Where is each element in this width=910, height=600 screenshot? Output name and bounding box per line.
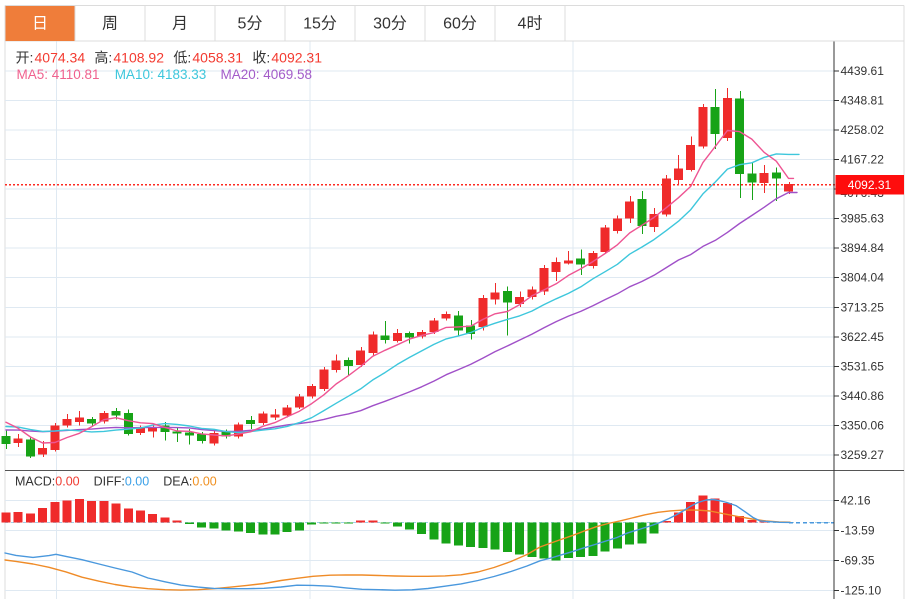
svg-text:3985.63: 3985.63: [841, 212, 885, 226]
svg-text:低:: 低:: [173, 50, 191, 66]
svg-text:4时: 4时: [518, 15, 543, 33]
svg-text:4167.22: 4167.22: [841, 152, 885, 166]
svg-text:月: 月: [172, 16, 188, 33]
svg-text:42.16: 42.16: [841, 494, 871, 508]
svg-text:3350.06: 3350.06: [841, 419, 885, 433]
svg-text:3622.45: 3622.45: [841, 330, 885, 344]
svg-text:3804.04: 3804.04: [841, 271, 885, 285]
svg-text:周: 周: [102, 16, 118, 33]
svg-text:4074.34: 4074.34: [35, 50, 86, 66]
svg-text:MA20: 4069.58: MA20: 4069.58: [221, 67, 313, 82]
svg-text:收:: 收:: [252, 50, 270, 66]
svg-text:4058.31: 4058.31: [192, 50, 243, 66]
svg-text:4439.61: 4439.61: [841, 64, 885, 78]
svg-text:4092.31: 4092.31: [848, 178, 892, 192]
svg-text:3440.86: 3440.86: [841, 389, 885, 403]
svg-text:-69.35: -69.35: [841, 554, 875, 568]
svg-text:3531.65: 3531.65: [841, 359, 885, 373]
svg-text:5分: 5分: [238, 15, 263, 33]
svg-text:-13.59: -13.59: [841, 524, 875, 538]
svg-text:15分: 15分: [303, 15, 337, 33]
svg-text:4258.02: 4258.02: [841, 123, 885, 137]
svg-text:高:: 高:: [94, 50, 112, 66]
svg-text:4348.81: 4348.81: [841, 93, 885, 107]
svg-text:3713.25: 3713.25: [841, 300, 885, 314]
svg-text:-125.10: -125.10: [841, 584, 882, 598]
svg-text:MA10: 4183.33: MA10: 4183.33: [115, 67, 207, 82]
svg-text:开:: 开:: [16, 50, 34, 66]
svg-text:4108.92: 4108.92: [113, 50, 164, 66]
svg-text:3894.84: 3894.84: [841, 241, 885, 255]
svg-text:4092.31: 4092.31: [271, 50, 322, 66]
svg-text:日: 日: [32, 16, 48, 33]
svg-text:60分: 60分: [443, 15, 477, 33]
svg-text:MA5: 4110.81: MA5: 4110.81: [17, 67, 100, 82]
svg-text:30分: 30分: [373, 15, 407, 33]
svg-text:3259.27: 3259.27: [841, 448, 885, 462]
